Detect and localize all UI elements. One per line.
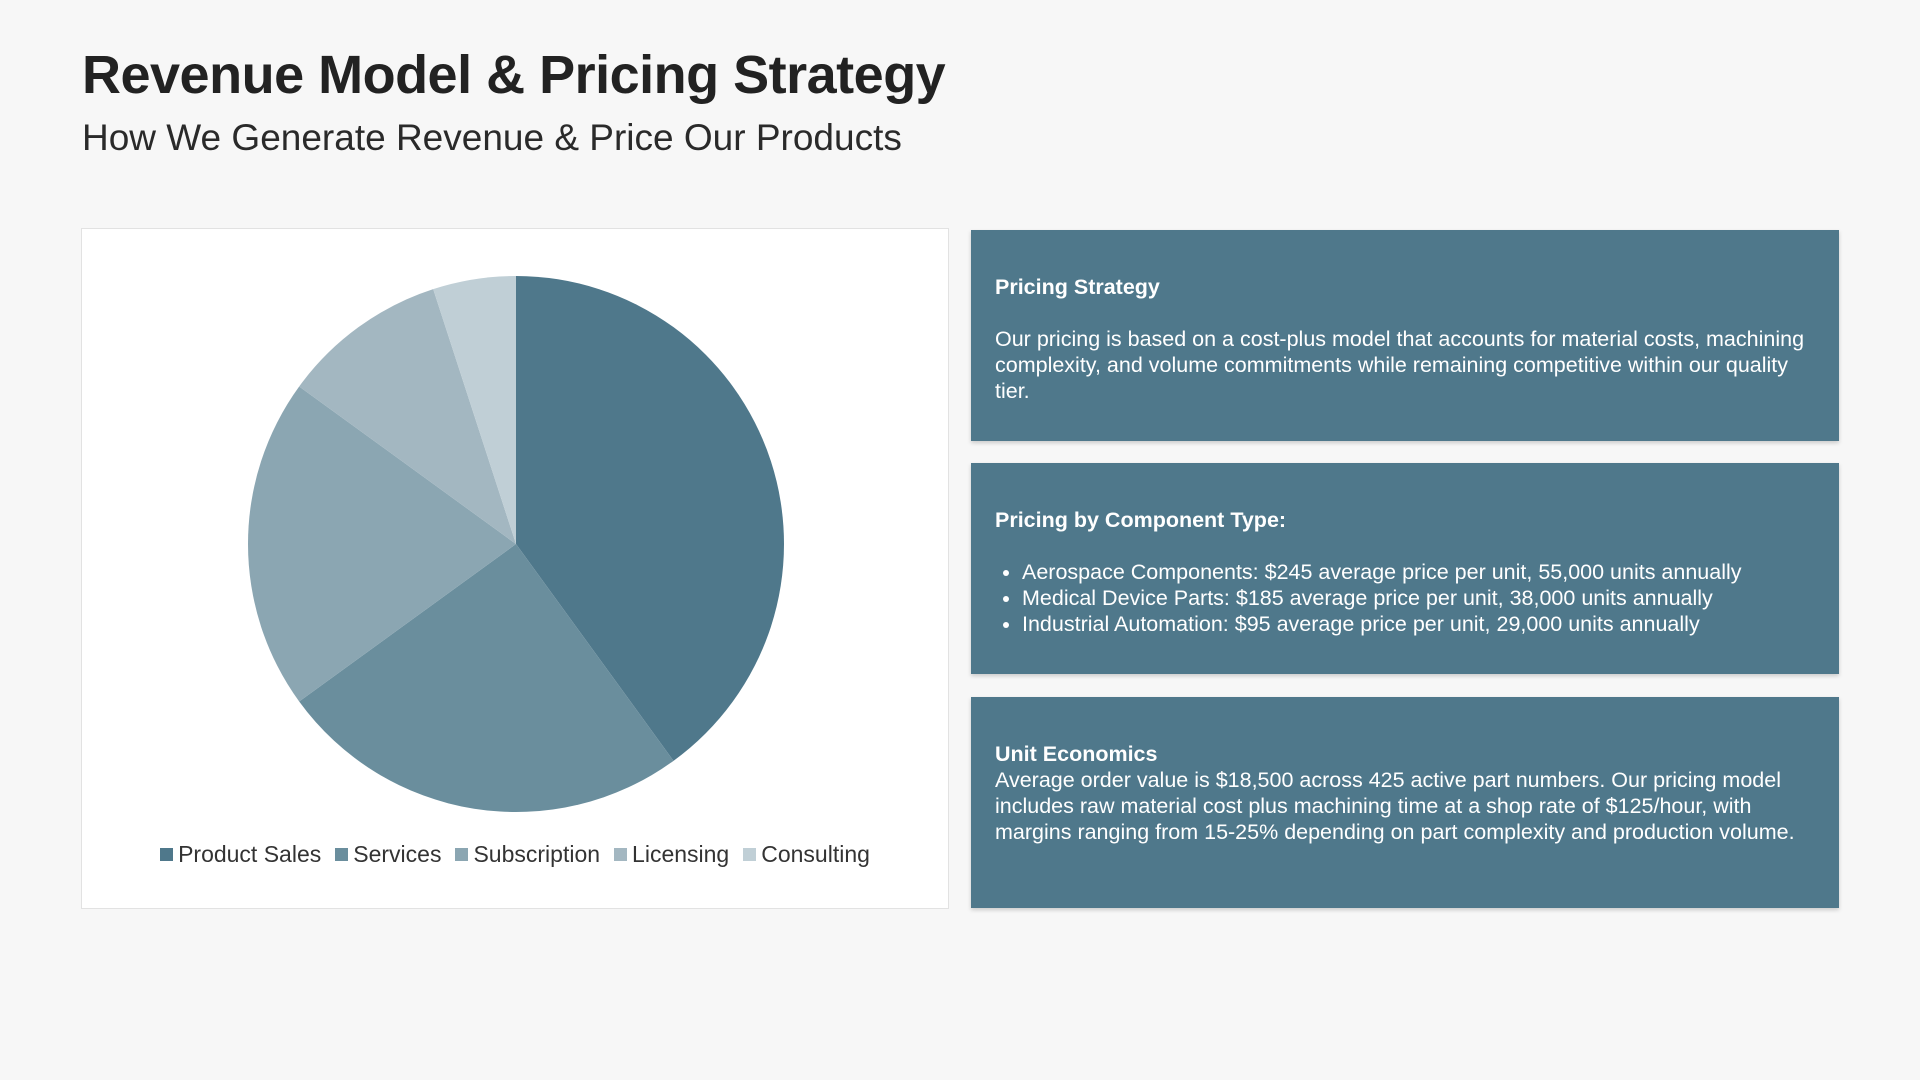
component-pricing-list: Aerospace Components: $245 average price… bbox=[995, 559, 1815, 637]
list-item: Aerospace Components: $245 average price… bbox=[1022, 559, 1815, 585]
legend-label: Licensing bbox=[632, 841, 730, 867]
list-item: Medical Device Parts: $185 average price… bbox=[1022, 585, 1815, 611]
legend-label: Subscription bbox=[473, 841, 601, 867]
pie-slice-subscription bbox=[247, 386, 516, 702]
legend-label: Services bbox=[353, 841, 442, 867]
chart-legend: Product Sales Services Subscription Licensi… bbox=[82, 841, 948, 868]
unit-economics-text: Average order value is $18,500 across 42… bbox=[995, 768, 1795, 844]
unit-economics-card: Unit Economics Average order value is $1… bbox=[971, 697, 1839, 908]
pie-slice-consulting bbox=[433, 276, 516, 544]
legend-item-product-sales: Product Sales bbox=[160, 841, 321, 868]
legend-item-licensing: Licensing bbox=[614, 841, 729, 868]
unit-economics-heading: Unit Economics bbox=[995, 742, 1158, 766]
legend-item-subscription: Subscription bbox=[455, 841, 600, 868]
legend-swatch bbox=[743, 848, 757, 861]
pie-slice-licensing bbox=[299, 289, 516, 544]
legend-item-services: Services bbox=[335, 841, 441, 868]
component-pricing-card: Pricing by Component Type: Aerospace Com… bbox=[971, 463, 1839, 674]
legend-item-consulting: Consulting bbox=[743, 841, 870, 868]
page-title: Revenue Model & Pricing Strategy bbox=[82, 45, 946, 105]
pricing-strategy-heading: Pricing Strategy bbox=[995, 275, 1160, 299]
pie-slice-product-sales bbox=[516, 276, 784, 761]
legend-swatch bbox=[160, 848, 174, 861]
pricing-strategy-text: Our pricing is based on a cost-plus mode… bbox=[995, 327, 1805, 403]
revenue-pie-chart bbox=[247, 276, 784, 812]
pie-slice-services bbox=[299, 544, 674, 812]
list-item: Industrial Automation: $95 average price… bbox=[1022, 611, 1815, 637]
legend-label: Product Sales bbox=[178, 841, 322, 867]
legend-swatch bbox=[455, 848, 469, 861]
legend-swatch bbox=[614, 848, 628, 861]
legend-swatch bbox=[335, 848, 349, 861]
legend-label: Consulting bbox=[761, 841, 870, 867]
component-pricing-heading: Pricing by Component Type: bbox=[995, 508, 1287, 532]
page-subtitle: How We Generate Revenue & Price Our Prod… bbox=[82, 117, 902, 158]
revenue-pie-chart-card: Product Sales Services Subscription Licensi… bbox=[81, 228, 949, 909]
pricing-strategy-card: Pricing Strategy Our pricing is based on… bbox=[971, 230, 1839, 441]
